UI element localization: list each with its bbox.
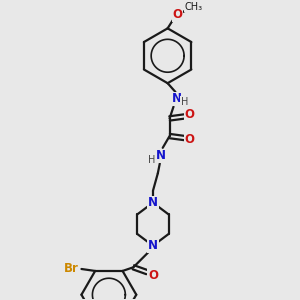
Text: O: O [184,108,194,121]
Text: N: N [148,239,158,252]
Text: O: O [172,8,182,21]
Text: Br: Br [64,262,79,275]
Text: O: O [184,134,194,146]
Text: O: O [148,268,158,282]
Text: N: N [171,92,182,105]
Text: N: N [148,196,158,209]
Text: CH₃: CH₃ [184,2,202,12]
Text: H: H [181,97,188,107]
Text: N: N [156,149,166,162]
Text: H: H [148,154,156,165]
